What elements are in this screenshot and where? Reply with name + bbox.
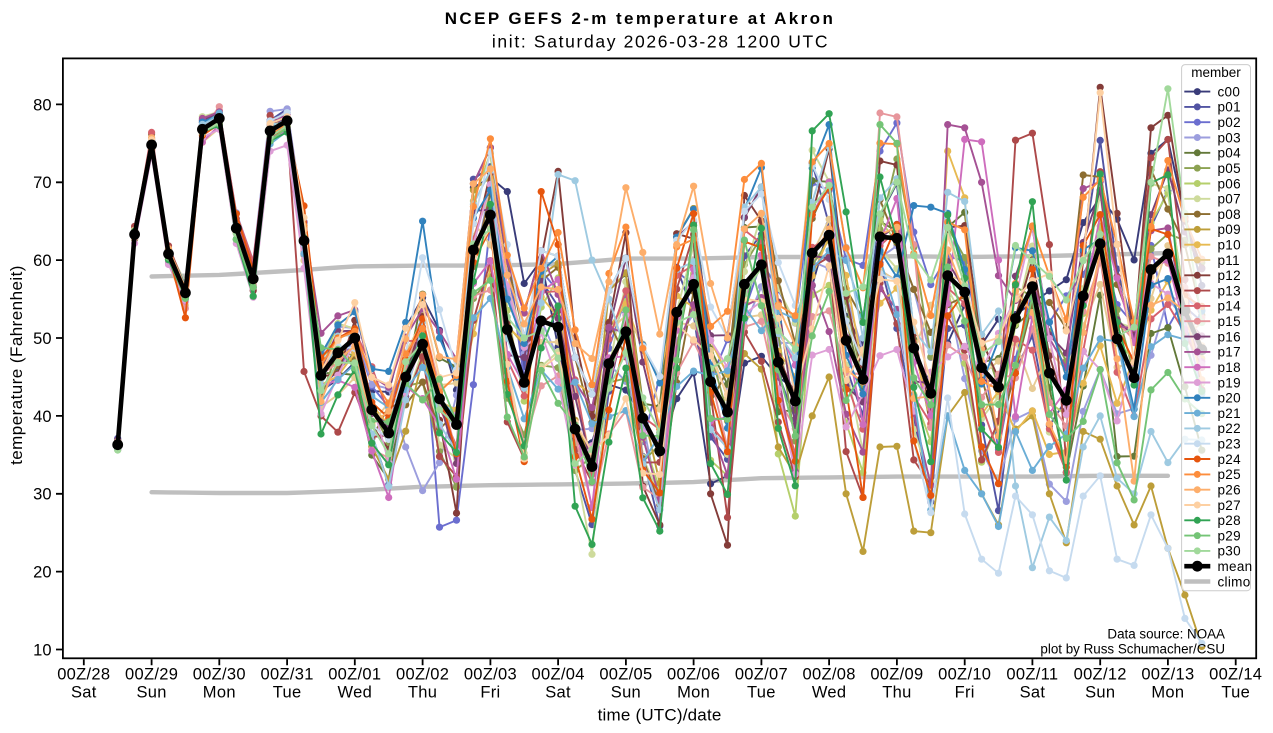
svg-text:NCEP GEFS 2-m temperature at A: NCEP GEFS 2-m temperature at Akron bbox=[445, 9, 836, 28]
svg-text:p26: p26 bbox=[1218, 483, 1241, 498]
svg-text:p04: p04 bbox=[1218, 146, 1242, 161]
svg-text:40: 40 bbox=[33, 408, 51, 426]
svg-text:00Z/10: 00Z/10 bbox=[938, 666, 991, 684]
svg-text:p18: p18 bbox=[1218, 360, 1241, 375]
svg-text:p13: p13 bbox=[1218, 283, 1241, 298]
svg-text:p14: p14 bbox=[1218, 299, 1242, 314]
svg-text:00Z/13: 00Z/13 bbox=[1141, 666, 1194, 684]
svg-text:p24: p24 bbox=[1218, 452, 1242, 467]
svg-text:00Z/02: 00Z/02 bbox=[396, 666, 449, 684]
svg-text:p15: p15 bbox=[1218, 314, 1241, 329]
svg-text:Fri: Fri bbox=[480, 684, 500, 702]
svg-text:60: 60 bbox=[33, 252, 51, 270]
svg-text:00Z/12: 00Z/12 bbox=[1074, 666, 1127, 684]
svg-text:Thu: Thu bbox=[882, 684, 911, 702]
svg-text:p29: p29 bbox=[1218, 528, 1241, 543]
svg-text:p03: p03 bbox=[1218, 130, 1241, 145]
svg-text:Tue: Tue bbox=[1221, 684, 1250, 702]
svg-text:00Z/09: 00Z/09 bbox=[870, 666, 923, 684]
svg-text:00Z/29: 00Z/29 bbox=[125, 666, 178, 684]
svg-text:p08: p08 bbox=[1218, 207, 1241, 222]
svg-text:p30: p30 bbox=[1218, 544, 1241, 559]
svg-text:Wed: Wed bbox=[338, 684, 373, 702]
svg-text:Mon: Mon bbox=[1151, 684, 1184, 702]
svg-text:Wed: Wed bbox=[812, 684, 847, 702]
svg-text:p10: p10 bbox=[1218, 238, 1241, 253]
svg-text:plot by Russ Schumacher/CSU: plot by Russ Schumacher/CSU bbox=[1040, 641, 1225, 656]
svg-text:Mon: Mon bbox=[677, 684, 710, 702]
svg-text:Thu: Thu bbox=[408, 684, 437, 702]
svg-text:Sat: Sat bbox=[545, 684, 571, 702]
svg-text:80: 80 bbox=[33, 96, 51, 114]
svg-text:Sat: Sat bbox=[71, 684, 97, 702]
svg-text:p11: p11 bbox=[1218, 253, 1240, 268]
svg-text:p20: p20 bbox=[1218, 391, 1241, 406]
svg-text:00Z/14: 00Z/14 bbox=[1209, 666, 1262, 684]
svg-text:p22: p22 bbox=[1218, 421, 1241, 436]
svg-text:Tue: Tue bbox=[273, 684, 302, 702]
svg-text:Data source: NOAA: Data source: NOAA bbox=[1107, 626, 1225, 641]
svg-text:p02: p02 bbox=[1218, 115, 1241, 130]
svg-text:p06: p06 bbox=[1218, 176, 1241, 191]
svg-text:p28: p28 bbox=[1218, 513, 1241, 528]
svg-text:mean: mean bbox=[1218, 559, 1253, 574]
svg-text:00Z/31: 00Z/31 bbox=[261, 666, 314, 684]
svg-text:c00: c00 bbox=[1218, 84, 1241, 99]
svg-text:Mon: Mon bbox=[203, 684, 236, 702]
svg-text:p12: p12 bbox=[1218, 268, 1241, 283]
svg-text:Sun: Sun bbox=[611, 684, 641, 702]
svg-text:30: 30 bbox=[33, 486, 51, 504]
svg-text:00Z/08: 00Z/08 bbox=[803, 666, 856, 684]
svg-text:50: 50 bbox=[33, 330, 51, 348]
svg-text:Tue: Tue bbox=[747, 684, 776, 702]
svg-text:p25: p25 bbox=[1218, 467, 1241, 482]
svg-text:00Z/05: 00Z/05 bbox=[599, 666, 652, 684]
svg-text:p05: p05 bbox=[1218, 161, 1241, 176]
svg-text:Fri: Fri bbox=[955, 684, 975, 702]
svg-text:p09: p09 bbox=[1218, 222, 1241, 237]
svg-text:p07: p07 bbox=[1218, 192, 1241, 207]
svg-text:init: Saturday 2026-03-28 1200: init: Saturday 2026-03-28 1200 UTC bbox=[492, 31, 829, 51]
svg-text:climo: climo bbox=[1218, 574, 1251, 589]
svg-text:member: member bbox=[1191, 65, 1241, 80]
svg-text:p16: p16 bbox=[1218, 329, 1241, 344]
svg-text:temperature (Fahrenheit): temperature (Fahrenheit) bbox=[7, 265, 26, 465]
svg-text:time (UTC)/date: time (UTC)/date bbox=[598, 706, 722, 725]
svg-text:Sat: Sat bbox=[1020, 684, 1046, 702]
svg-text:00Z/11: 00Z/11 bbox=[1006, 666, 1058, 684]
svg-text:00Z/06: 00Z/06 bbox=[667, 666, 720, 684]
svg-text:00Z/04: 00Z/04 bbox=[532, 666, 585, 684]
svg-text:00Z/03: 00Z/03 bbox=[464, 666, 517, 684]
svg-text:20: 20 bbox=[33, 564, 51, 582]
svg-text:00Z/07: 00Z/07 bbox=[735, 666, 788, 684]
svg-text:p21: p21 bbox=[1218, 406, 1241, 421]
svg-text:00Z/28: 00Z/28 bbox=[57, 666, 110, 684]
svg-text:p27: p27 bbox=[1218, 498, 1241, 513]
svg-text:p01: p01 bbox=[1218, 100, 1241, 115]
svg-text:70: 70 bbox=[33, 174, 51, 192]
svg-text:Sun: Sun bbox=[136, 684, 166, 702]
svg-text:p19: p19 bbox=[1218, 375, 1241, 390]
svg-text:p17: p17 bbox=[1218, 345, 1241, 360]
svg-text:00Z/01: 00Z/01 bbox=[328, 666, 381, 684]
svg-text:10: 10 bbox=[33, 641, 51, 659]
svg-text:Sun: Sun bbox=[1085, 684, 1115, 702]
svg-text:p23: p23 bbox=[1218, 437, 1241, 452]
svg-text:00Z/30: 00Z/30 bbox=[193, 666, 246, 684]
